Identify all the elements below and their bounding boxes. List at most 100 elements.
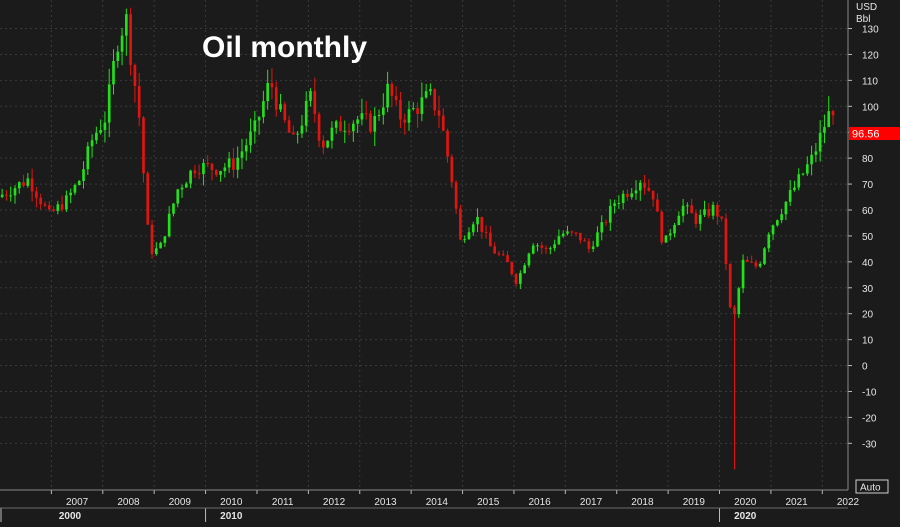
candle-body bbox=[600, 222, 604, 233]
candle-body bbox=[831, 111, 835, 116]
candle-body bbox=[476, 216, 479, 225]
candle-body bbox=[394, 95, 398, 101]
candle-body bbox=[86, 146, 90, 170]
auto-scale-button-label[interactable]: Auto bbox=[860, 483, 881, 494]
candle-body bbox=[116, 51, 120, 61]
y-tick-label: 120 bbox=[862, 50, 879, 61]
candle-body bbox=[540, 245, 544, 248]
candle-body bbox=[519, 273, 522, 284]
candle-body bbox=[523, 265, 526, 274]
candle-body bbox=[711, 204, 715, 216]
x-tick-label: 2014 bbox=[426, 497, 449, 508]
decade-tick-label: 2000 bbox=[59, 511, 82, 522]
candle-body bbox=[557, 236, 561, 245]
candle-body bbox=[664, 235, 668, 243]
candle-body bbox=[73, 185, 77, 193]
candle-body bbox=[0, 194, 4, 198]
candle-body bbox=[716, 204, 719, 217]
candle-body bbox=[626, 193, 629, 198]
candle-body bbox=[356, 119, 359, 124]
candle-body bbox=[527, 253, 531, 266]
candle-body bbox=[390, 83, 394, 96]
candle-body bbox=[758, 263, 762, 267]
candle-body bbox=[403, 119, 407, 123]
candle-body bbox=[429, 89, 432, 92]
x-tick-label: 2010 bbox=[220, 497, 243, 508]
candle-body bbox=[420, 97, 424, 114]
x-tick-label: 2020 bbox=[734, 497, 757, 508]
candle-body bbox=[424, 91, 428, 98]
y-tick-label: 60 bbox=[862, 206, 874, 217]
candle-body bbox=[630, 193, 634, 198]
candle-body bbox=[13, 188, 17, 196]
last-price-marker: 96.56 bbox=[849, 127, 900, 141]
candle-body bbox=[544, 247, 548, 249]
candle-body bbox=[82, 169, 85, 182]
candle-body bbox=[326, 140, 329, 148]
candle-body bbox=[578, 232, 582, 241]
candle-body bbox=[566, 231, 569, 234]
candle-body bbox=[253, 120, 257, 132]
candle-body bbox=[125, 14, 128, 36]
candle-body bbox=[266, 83, 270, 102]
candle-body bbox=[698, 214, 702, 224]
candle-body bbox=[364, 113, 368, 115]
candle-body bbox=[638, 182, 642, 191]
candle-body bbox=[322, 140, 325, 148]
candle-body bbox=[771, 225, 775, 235]
candle-body bbox=[300, 125, 304, 134]
candle-body bbox=[411, 108, 415, 110]
grid bbox=[0, 0, 848, 490]
unit-label-usd: USD bbox=[856, 2, 877, 13]
candle-body bbox=[617, 203, 621, 205]
last-price-label: 96.56 bbox=[852, 129, 880, 141]
unit-label-bbl: Bbl bbox=[856, 14, 870, 25]
candle-body bbox=[446, 130, 449, 157]
candle-body bbox=[673, 225, 676, 234]
candle-body bbox=[9, 195, 13, 197]
candle-body bbox=[244, 145, 248, 152]
candle-body bbox=[450, 156, 454, 183]
candle-body bbox=[780, 214, 783, 221]
candle-body bbox=[137, 86, 141, 118]
candle-body bbox=[514, 274, 518, 284]
candle-body bbox=[262, 101, 265, 118]
candle-body bbox=[133, 65, 137, 87]
candle-body bbox=[399, 100, 402, 120]
auto-scale-button-frame[interactable] bbox=[855, 479, 889, 494]
auto-scale-button[interactable]: Auto bbox=[855, 479, 889, 494]
candle-body bbox=[720, 216, 723, 219]
candle-body bbox=[416, 108, 419, 114]
candle-body bbox=[159, 242, 162, 249]
candle-body bbox=[643, 182, 646, 188]
y-tick-label: 50 bbox=[862, 232, 874, 243]
candle-body bbox=[52, 209, 55, 211]
decade-tick-label: 2020 bbox=[734, 511, 757, 522]
candle-body bbox=[668, 233, 672, 236]
candle-body bbox=[386, 83, 389, 108]
candle-body bbox=[381, 107, 385, 115]
candle-body bbox=[703, 209, 706, 215]
x-tick-label: 2015 bbox=[477, 497, 500, 508]
candle-body bbox=[219, 171, 222, 175]
candle-body bbox=[634, 190, 638, 194]
candle-body bbox=[150, 224, 154, 255]
y-tick-label: -30 bbox=[862, 439, 877, 450]
candle-body bbox=[47, 205, 51, 210]
candle-body bbox=[17, 182, 21, 189]
candle-body bbox=[292, 132, 295, 135]
candle-body bbox=[407, 109, 411, 123]
x-tick-label: 2017 bbox=[580, 497, 603, 508]
candle-body bbox=[99, 130, 102, 133]
candle-body bbox=[471, 224, 475, 233]
candle-body bbox=[60, 204, 64, 210]
candle-body bbox=[30, 178, 34, 192]
candle-body bbox=[553, 244, 556, 249]
candle-body bbox=[660, 211, 664, 243]
candle-body bbox=[724, 218, 728, 264]
candle-body bbox=[90, 140, 94, 147]
candle-body bbox=[309, 91, 312, 101]
candle-body bbox=[270, 83, 274, 88]
candle-body bbox=[373, 116, 377, 132]
